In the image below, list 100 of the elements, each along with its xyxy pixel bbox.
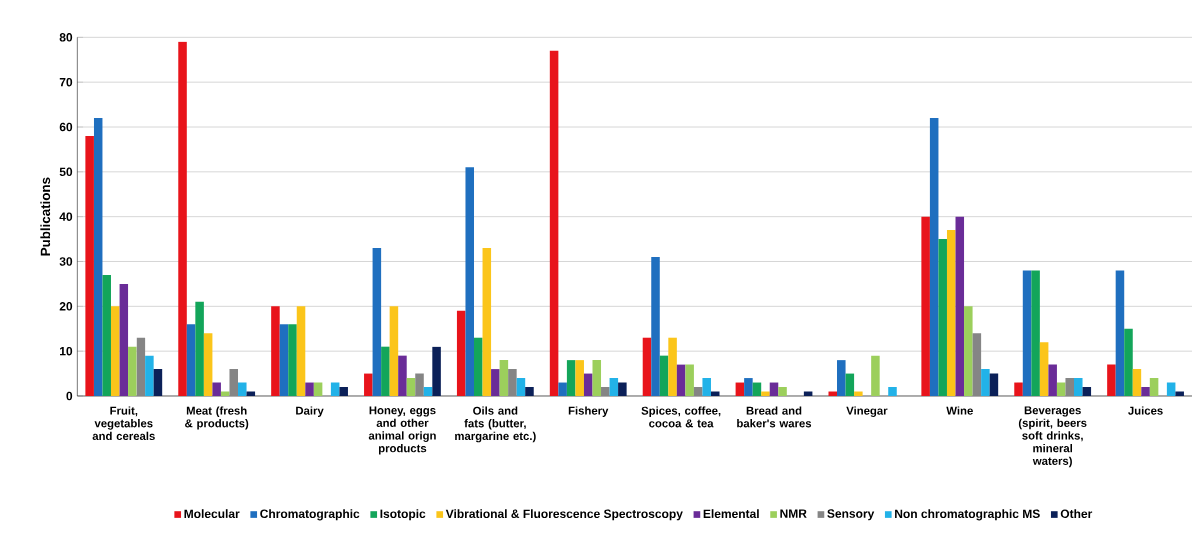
bar [642, 337, 652, 397]
bar [1014, 382, 1023, 397]
bar [1074, 378, 1083, 397]
bar [195, 302, 204, 397]
y-tick-label: 20 [59, 302, 73, 311]
bar [279, 324, 289, 397]
bar [229, 369, 239, 397]
bar [1082, 387, 1092, 397]
bar [423, 387, 433, 397]
x-tick-label: Juices [1128, 406, 1163, 415]
y-tick-label: 0 [66, 391, 73, 401]
bar [465, 167, 475, 397]
bar [381, 346, 390, 397]
bar [659, 355, 669, 397]
bar [305, 382, 314, 397]
bar [955, 216, 965, 397]
legend-label: Sensory [827, 509, 875, 521]
x-tick-label: Vinegar [846, 406, 888, 418]
bar [575, 360, 584, 397]
bar [837, 360, 846, 397]
y-tick-label: 50 [59, 167, 73, 177]
y-tick-label: 60 [59, 122, 73, 132]
bar [651, 257, 660, 397]
bar [702, 378, 711, 397]
bar [178, 41, 187, 397]
bar [1141, 387, 1150, 397]
x-tick-label: Spices, coffee, cocoa & tea [641, 406, 721, 428]
bar [989, 373, 999, 397]
bar [854, 391, 863, 397]
bar [456, 310, 466, 397]
bar [186, 324, 196, 397]
bar [566, 360, 576, 397]
bar [964, 306, 973, 397]
bar [296, 306, 306, 397]
x-tick-label: Beverages (spirit, beers soft drinks, mineral waters) [1018, 406, 1087, 468]
x-tick-label: Fruit, vegetables and cereals [92, 406, 155, 441]
bar [372, 248, 382, 397]
legend-label: Other [1060, 509, 1093, 519]
bar [769, 382, 779, 397]
bar [668, 337, 677, 397]
legend-label: NMR [780, 509, 807, 518]
bar [212, 382, 221, 397]
bar [929, 118, 939, 397]
bar [1149, 378, 1159, 397]
legend-label: Molecular [184, 509, 240, 519]
bar [145, 355, 154, 397]
bar [744, 378, 753, 397]
bar [330, 382, 340, 397]
bar [981, 369, 990, 397]
bar [238, 382, 247, 397]
x-tick-label: Wine [946, 406, 973, 415]
x-tick-label: Oils and fats (butter, margarine etc.) [455, 406, 536, 443]
bar [752, 382, 762, 397]
bar [93, 118, 103, 397]
bar [313, 382, 323, 397]
bar [1031, 270, 1040, 397]
bar [1132, 369, 1142, 397]
bar [1048, 364, 1057, 397]
y-tick-label: 40 [59, 212, 73, 222]
bar [398, 355, 407, 397]
bar [558, 382, 567, 397]
bar [938, 239, 947, 397]
bar [828, 391, 838, 397]
bar [516, 378, 526, 397]
bar [128, 346, 137, 397]
y-tick-label: 30 [59, 257, 73, 266]
bar [1166, 382, 1176, 397]
bar [203, 333, 213, 397]
bar [364, 373, 373, 397]
bar [271, 306, 280, 397]
bar [406, 378, 416, 397]
bar [761, 391, 770, 397]
bar [1107, 364, 1116, 397]
y-tick-label: 80 [59, 33, 73, 42]
bar [735, 382, 745, 397]
bar [549, 50, 559, 397]
bar [1175, 391, 1184, 397]
bar [1115, 270, 1125, 397]
bar [921, 216, 930, 397]
bar [491, 369, 500, 397]
bar [946, 230, 956, 397]
y-tick-label: 10 [60, 347, 73, 356]
bar [845, 373, 855, 397]
bar [119, 284, 129, 397]
legend-label: Non chromatographic MS [895, 509, 1040, 521]
x-tick-label: Honey, eggs and other animal orign products [368, 406, 436, 455]
x-tick-label: Dairy [296, 406, 324, 418]
bar [85, 136, 94, 397]
x-tick-label: Bread and baker's wares [737, 406, 812, 428]
bar [583, 373, 593, 397]
bar [618, 382, 627, 397]
bar [389, 306, 399, 397]
legend-label: Vibrational & Fluorescence Spectroscopy [445, 509, 683, 521]
bar [136, 337, 146, 397]
bar [972, 333, 982, 397]
legend-label: Isotopic [380, 509, 426, 521]
bar [110, 306, 120, 397]
y-tick-label: 70 [59, 78, 73, 87]
y-axis-title: Publications [40, 177, 51, 256]
bar [1065, 378, 1074, 397]
